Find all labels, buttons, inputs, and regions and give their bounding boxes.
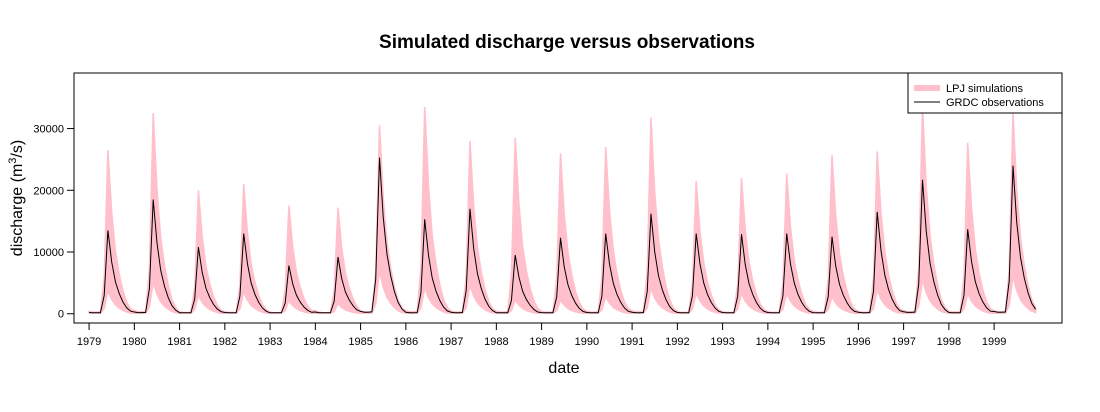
x-tick-label: 1987 — [439, 336, 463, 348]
x-tick-label: 1998 — [937, 336, 961, 348]
y-axis: 0 10000 20000 30000 — [33, 124, 75, 321]
y-axis-title-superscript: 3 — [7, 158, 19, 164]
y-tick-label: 0 — [58, 309, 64, 321]
y-tick-label: 10000 — [33, 247, 64, 259]
legend: LPJ simulations GRDC observations — [907, 72, 1063, 114]
x-tick-label: 1989 — [529, 336, 553, 348]
x-tick-label: 1983 — [258, 336, 282, 348]
x-tick-label: 1988 — [484, 336, 508, 348]
x-tick-label: 1986 — [394, 336, 418, 348]
x-axis-title: date — [548, 360, 579, 377]
lpj-simulations-band — [88, 106, 1037, 315]
x-tick-label: 1993 — [710, 336, 734, 348]
x-tick-label: 1992 — [665, 336, 689, 348]
x-axis: 1979 1980 1981 1982 1983 1984 1985 1986 1987 1988… — [77, 322, 1006, 348]
legend-box — [907, 72, 1063, 114]
x-tick-label: 1999 — [982, 336, 1006, 348]
x-tick-label: 1980 — [122, 336, 146, 348]
x-tick-label: 1985 — [348, 336, 372, 348]
x-tick-label: 1997 — [891, 336, 915, 348]
grdc-observation-path — [89, 157, 1037, 314]
chart-title: Simulated discharge versus observations — [379, 32, 755, 53]
y-tick-label: 20000 — [33, 185, 64, 197]
x-tick-label: 1995 — [801, 336, 825, 348]
x-tick-label: 1991 — [620, 336, 644, 348]
x-tick-label: 1996 — [846, 336, 870, 348]
y-tick-label: 30000 — [33, 124, 64, 136]
x-tick-label: 1990 — [575, 336, 599, 348]
x-tick-label: 1984 — [303, 336, 327, 348]
legend-label-lpj: LPJ simulations — [946, 83, 1024, 95]
lpj-band-area — [88, 106, 1037, 315]
y-axis-title-main: discharge (m — [9, 164, 26, 256]
grdc-observations-line — [89, 157, 1037, 314]
legend-label-grdc: GRDC observations — [946, 97, 1044, 109]
x-tick-label: 1994 — [756, 336, 780, 348]
x-tick-label: 1981 — [167, 336, 191, 348]
y-axis-title-unit-end: /s) — [9, 140, 26, 158]
y-axis-title: discharge (m3/s) — [7, 140, 26, 256]
x-tick-label: 1982 — [213, 336, 237, 348]
x-tick-label: 1979 — [77, 336, 101, 348]
